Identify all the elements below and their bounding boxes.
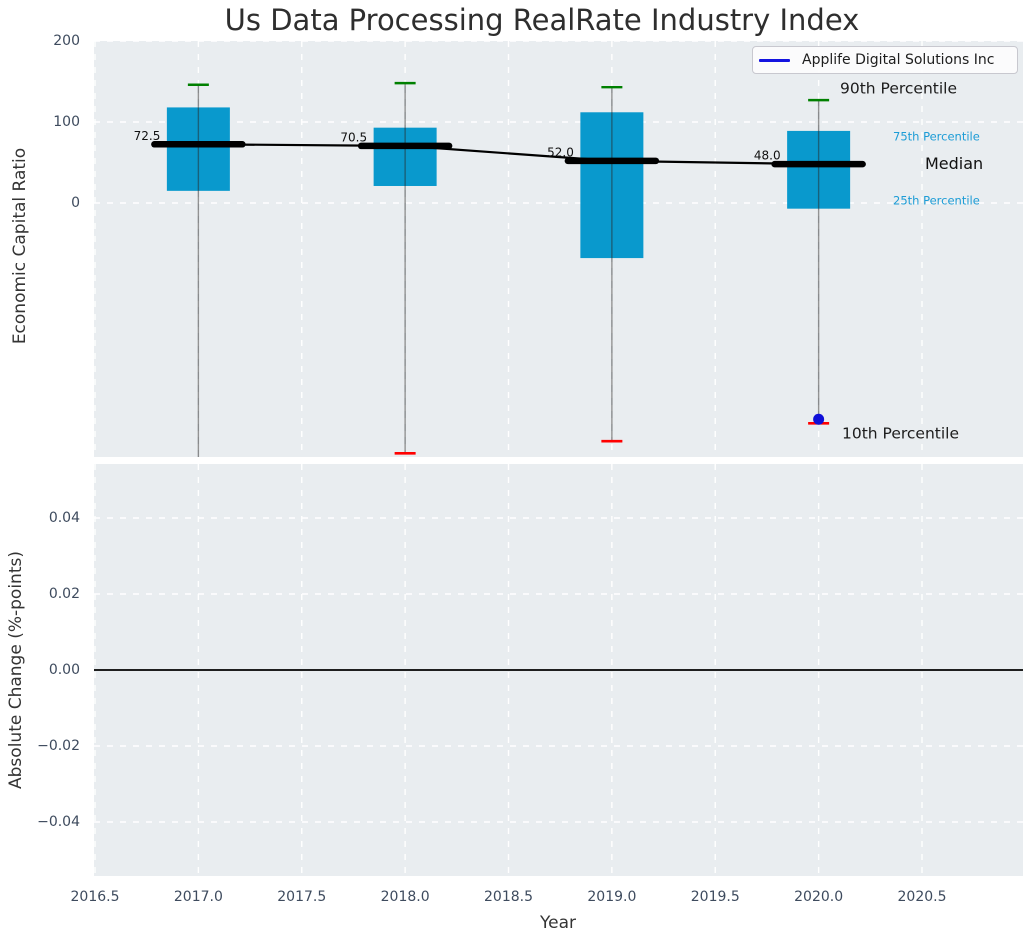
median-value-label-2018: 70.5 bbox=[340, 130, 367, 144]
bottom-y-tick-label: 0.04 bbox=[48, 510, 80, 526]
x-tick-label: 2020.5 bbox=[897, 889, 947, 905]
x-tick-label: 2018.5 bbox=[484, 889, 533, 905]
company-data-point bbox=[813, 413, 825, 425]
top-y-tick-label: 200 bbox=[53, 33, 80, 49]
legend: Applife Digital Solutions Inc bbox=[752, 46, 1018, 74]
x-tick-label: 2017.5 bbox=[277, 889, 327, 905]
bottom-y-tick-label: 0.02 bbox=[48, 586, 80, 602]
x-axis-label: Year bbox=[540, 913, 576, 933]
annotation-median: Median bbox=[925, 154, 984, 173]
x-tick-label: 2018.0 bbox=[380, 889, 430, 905]
annotation-75th-percentile: 75th Percentile bbox=[893, 129, 980, 144]
median-value-label-2020: 48.0 bbox=[754, 149, 781, 163]
annotation-10th-percentile: 10th Percentile bbox=[842, 424, 960, 443]
top-y-tick-label: 0 bbox=[71, 195, 80, 211]
top-panel: 72.5 70.5 52.0 48.0 bbox=[94, 41, 1023, 457]
annotation-90th-percentile: 90th Percentile bbox=[840, 79, 958, 98]
legend-line-swatch bbox=[759, 58, 790, 62]
top-y-axis-label: Economic Capital Ratio bbox=[10, 147, 30, 345]
bottom-y-tick-label: 0.00 bbox=[48, 662, 80, 678]
median-value-label-2017: 72.5 bbox=[134, 129, 161, 143]
median-connector-line bbox=[198, 143, 819, 166]
bottom-y-tick-label: −0.02 bbox=[37, 738, 80, 754]
chart-title: Us Data Processing RealRate Industry Ind… bbox=[224, 3, 860, 37]
x-tick-label: 2019.0 bbox=[587, 889, 637, 905]
x-tick-label: 2020.0 bbox=[794, 889, 844, 905]
x-tick-label: 2017.0 bbox=[173, 889, 223, 905]
bottom-panel bbox=[94, 464, 1023, 876]
x-tick-label: 2016.5 bbox=[70, 889, 120, 905]
boxplot-canvas: 72.5 70.5 52.0 48.0 bbox=[94, 41, 1023, 457]
annotation-25th-percentile: 25th Percentile bbox=[893, 193, 980, 208]
median-value-label-2019: 52.0 bbox=[547, 145, 574, 159]
bottom-y-tick-label: −0.04 bbox=[37, 814, 80, 830]
change-canvas bbox=[94, 464, 1023, 876]
top-y-tick-label: 100 bbox=[53, 114, 80, 130]
legend-series-label: Applife Digital Solutions Inc bbox=[802, 52, 995, 68]
x-tick-label: 2019.5 bbox=[690, 889, 740, 905]
